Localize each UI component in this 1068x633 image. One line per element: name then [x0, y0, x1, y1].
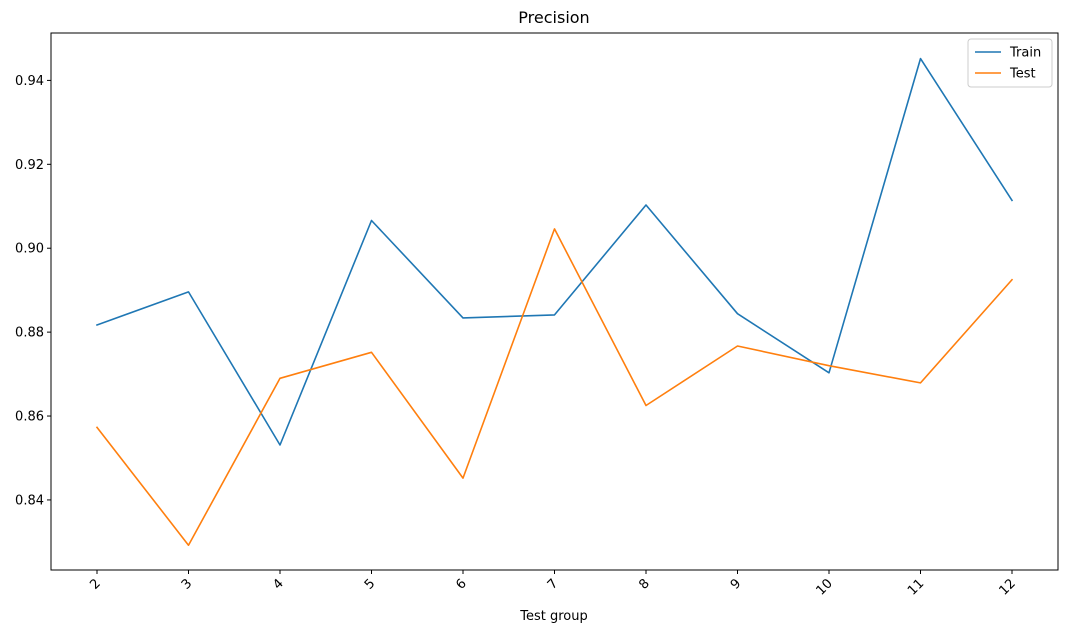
- legend-box: [967, 38, 1053, 88]
- y-tick-label: 0.88: [15, 326, 44, 341]
- series-line-train: [95, 57, 1014, 446]
- y-axis-ticks: 0.84 0.86 0.88 0.90 0.92 0.94: [15, 74, 51, 508]
- x-axis-label: Test group: [519, 609, 588, 624]
- legend-label-test: Test: [1009, 67, 1036, 82]
- series-line-test: [95, 228, 1014, 547]
- legend: Train Test: [967, 38, 1053, 88]
- legend-label-train: Train: [1009, 46, 1041, 61]
- series-layer: [95, 57, 1014, 547]
- y-tick-label: 0.90: [15, 242, 44, 257]
- y-tick-label: 0.86: [15, 410, 44, 425]
- y-tick-label: 0.94: [15, 74, 44, 89]
- y-tick-label: 0.84: [15, 493, 44, 508]
- chart-title: Precision: [518, 8, 589, 27]
- y-tick-label: 0.92: [15, 158, 44, 173]
